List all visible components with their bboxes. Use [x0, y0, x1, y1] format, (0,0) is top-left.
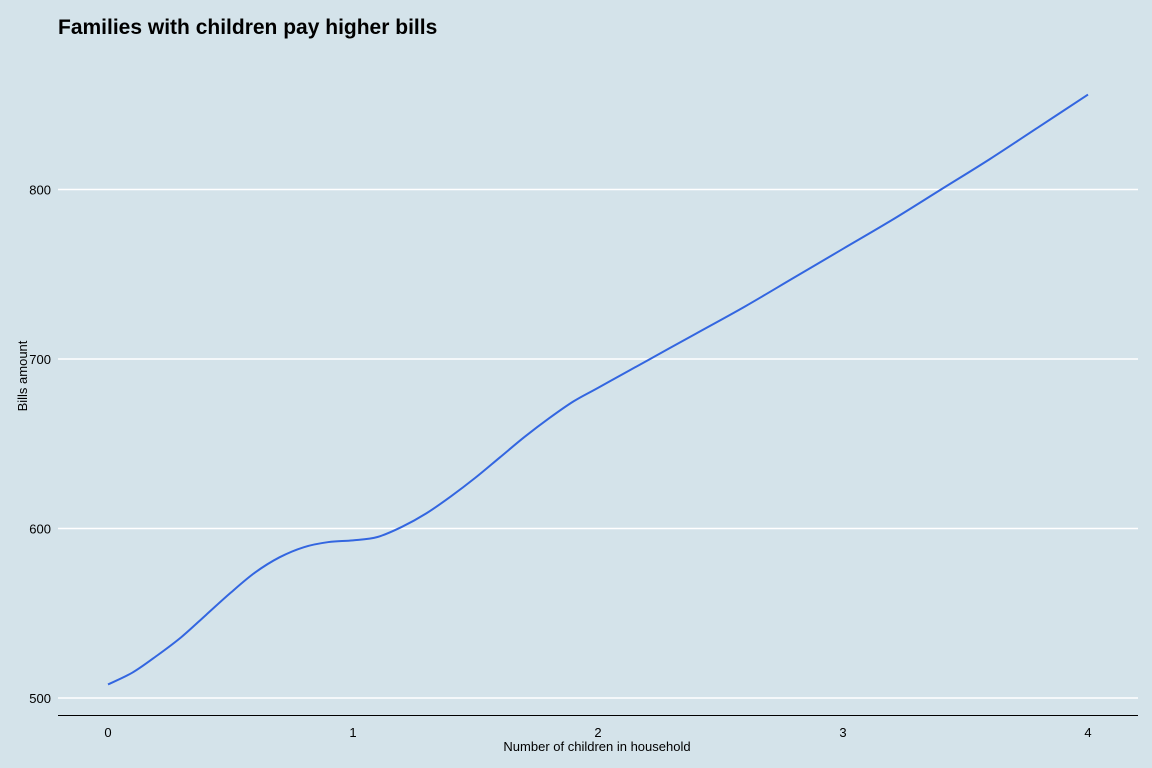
y-axis-label: Bills amount	[15, 340, 30, 411]
x-tick-labels: 0 1 2 3 4	[104, 725, 1091, 740]
y-tick-labels: 500 600 700 800	[29, 183, 51, 707]
y-tick-label: 600	[29, 522, 51, 537]
series-line	[107, 93, 1089, 686]
chart-title: Families with children pay higher bills	[58, 16, 437, 39]
gridlines	[58, 188, 1138, 699]
y-tick-label: 800	[29, 183, 51, 198]
x-tick-label: 0	[104, 725, 111, 740]
x-tick-label: 3	[839, 725, 846, 740]
x-tick-label: 2	[594, 725, 601, 740]
x-tick-label: 4	[1084, 725, 1091, 740]
x-tick-label: 1	[349, 725, 356, 740]
y-tick-label: 500	[29, 691, 51, 706]
x-axis-label: Number of children in household	[503, 739, 690, 754]
y-tick-label: 700	[29, 352, 51, 367]
